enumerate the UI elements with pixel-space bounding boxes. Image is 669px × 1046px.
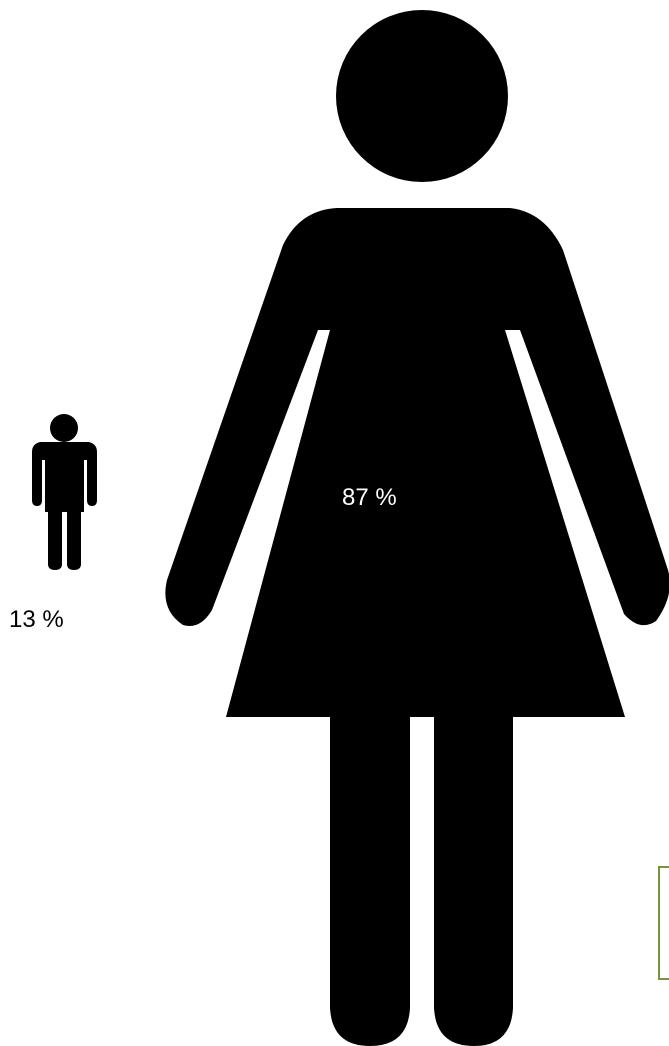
- partial-text-box: [658, 866, 669, 980]
- woman-left-leg: [330, 715, 410, 1046]
- woman-right-leg: [434, 715, 513, 1046]
- man-icon: [32, 414, 97, 570]
- woman-torso-dress: [165, 208, 669, 717]
- man-torso-arms: [32, 442, 97, 512]
- woman-head: [336, 10, 508, 182]
- man-left-leg: [48, 510, 62, 570]
- man-right-leg: [67, 510, 81, 570]
- woman-icon: [165, 10, 669, 1046]
- man-head: [50, 414, 78, 442]
- data-label-female: 87 %: [342, 484, 397, 511]
- data-label-male: 13 %: [9, 606, 64, 633]
